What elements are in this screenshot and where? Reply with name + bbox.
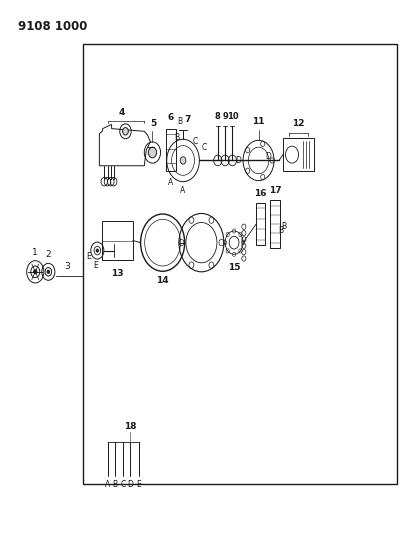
Text: 4: 4 [119,108,125,117]
Text: 3: 3 [65,262,70,271]
Text: 5: 5 [150,118,157,127]
Text: 7: 7 [184,116,190,124]
Bar [270,200,280,248]
Text: 6: 6 [168,114,174,122]
Text: C: C [201,143,207,152]
Text: 16: 16 [254,189,267,198]
Bar [166,128,175,171]
Circle shape [122,127,128,135]
Text: D: D [127,480,133,489]
Text: 9108 1000: 9108 1000 [18,20,87,33]
Circle shape [96,249,99,252]
Polygon shape [99,124,150,166]
Text: 17: 17 [268,186,281,195]
Text: 8: 8 [215,112,221,120]
Text: 12: 12 [292,118,305,127]
Text: A: A [105,480,110,489]
Circle shape [148,147,157,158]
Circle shape [47,270,50,273]
Bar [83,44,397,484]
Text: 1: 1 [32,248,38,257]
Text: B: B [175,133,180,142]
Text: E: E [86,253,91,262]
Text: 10: 10 [226,112,238,120]
Text: 2: 2 [46,250,51,259]
Text: A: A [168,177,173,187]
Text: A: A [180,186,186,195]
Text: D: D [265,152,271,161]
Circle shape [180,157,186,164]
Text: 15: 15 [228,263,240,272]
Text: B: B [112,480,118,489]
Text: B: B [282,222,286,231]
Text: D: D [236,156,241,165]
Bar [256,203,265,245]
Circle shape [34,270,37,274]
Text: E: E [93,261,98,270]
Text: C: C [120,480,126,489]
Text: E: E [136,480,141,489]
Bar [102,221,133,260]
Text: 14: 14 [156,276,169,285]
Text: B: B [278,226,283,235]
Text: 13: 13 [111,269,124,278]
Bar [283,138,314,171]
Text: C: C [193,138,199,147]
Text: 18: 18 [124,422,136,431]
Text: B: B [177,117,182,126]
Text: 11: 11 [252,117,265,126]
Text: 9: 9 [222,112,228,120]
